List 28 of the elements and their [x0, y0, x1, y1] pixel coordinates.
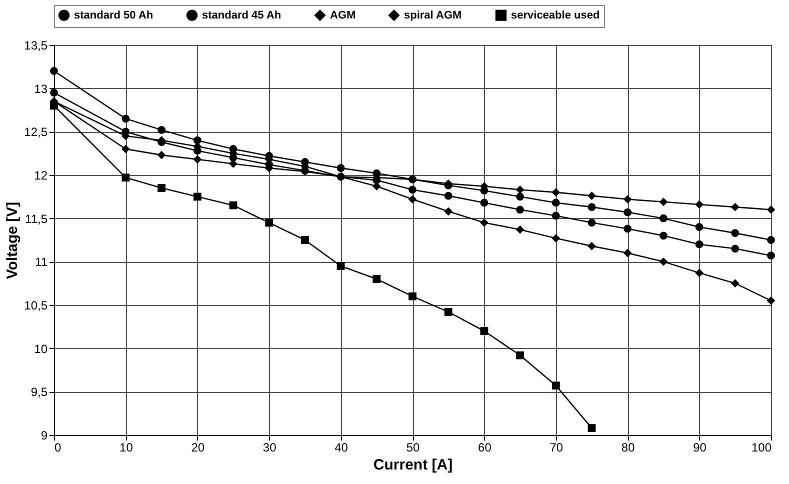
x-tick-label: 30: [262, 440, 277, 454]
y-tick-label: 9,5: [30, 385, 48, 400]
x-tick-label: 70: [550, 440, 564, 454]
legend-label: AGM: [330, 9, 356, 22]
x-tick-label: 20: [191, 440, 205, 454]
x-tick-label: 100: [751, 440, 772, 454]
x-tick-label: 80: [621, 440, 636, 454]
y-tick-label: 10,5: [24, 298, 48, 312]
y-tick-label: 11,5: [25, 212, 48, 226]
y-tick-label: 10: [34, 342, 48, 356]
y-tick-label: 12: [34, 168, 48, 182]
legend-label: standard 45 Ah: [202, 9, 282, 22]
y-tick-label: 11: [35, 255, 48, 270]
y-tick-label: 9: [40, 428, 48, 442]
x-tick-label: 0: [54, 440, 62, 454]
x-axis-title: Current [A]: [373, 456, 453, 474]
x-tick-label: 10: [120, 440, 134, 454]
x-tick-label: 60: [478, 440, 492, 454]
legend-label: serviceable used: [511, 9, 600, 22]
x-tick-label: 90: [693, 440, 707, 454]
y-axis-title: Voltage [V]: [4, 202, 22, 280]
x-tick-label: 50: [406, 440, 420, 454]
y-tick-label: 13,5: [24, 38, 48, 52]
y-tick-label: 13: [34, 82, 48, 96]
legend-label: spiral AGM: [404, 9, 462, 22]
legend-label: standard 50 Ah: [74, 9, 154, 22]
x-tick-label: 40: [334, 440, 348, 454]
y-tick-label: 12,5: [24, 125, 48, 140]
